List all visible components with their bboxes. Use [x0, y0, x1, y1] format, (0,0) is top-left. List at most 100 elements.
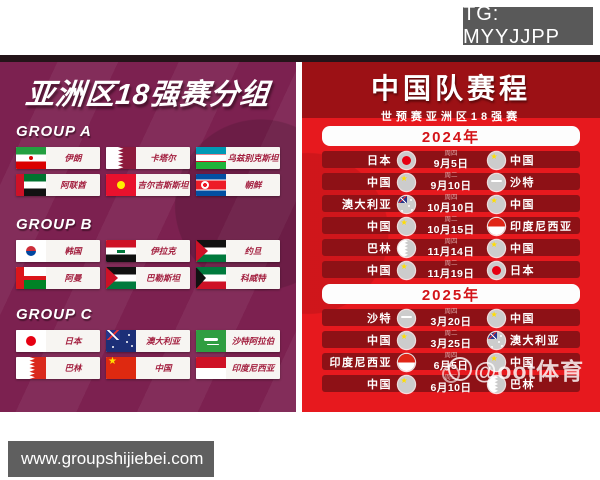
year-header: 2024年 — [322, 126, 580, 146]
date-label: 3月20日 — [430, 315, 472, 328]
team-pill: 澳大利亚 — [106, 330, 190, 352]
indonesia-flag-icon — [487, 217, 505, 235]
weekday-label: 周四 — [444, 150, 458, 157]
away-team-name: 巴林 — [510, 379, 535, 391]
date-label: 9月10日 — [430, 179, 472, 192]
japan-flag-icon — [487, 261, 505, 279]
tg-badge: TG: MYYJJPP — [463, 3, 593, 48]
team-name: 伊拉克 — [150, 246, 176, 256]
china-flag-icon — [487, 239, 505, 257]
weekday-label: 周二 — [444, 216, 458, 223]
match-date: 周二 11月19日 — [420, 260, 482, 280]
japan-flag-icon — [397, 151, 415, 169]
australia-flag-icon — [487, 331, 505, 349]
south-korea-flag-icon — [16, 240, 46, 262]
weekday-label: 周二 — [444, 374, 458, 381]
home-team-name: 澳大利亚 — [342, 199, 392, 211]
weekday-label: 周四 — [444, 352, 458, 359]
group-block: GROUP B 韩国 伊拉克 约旦阿曼 巴勒斯坦 科威特 — [16, 216, 280, 289]
uzbekistan-flag-icon — [196, 147, 226, 169]
indonesia-flag-icon — [196, 357, 226, 379]
team-name: 阿联酋 — [60, 180, 86, 190]
china-flag-icon — [397, 261, 415, 279]
away-team-name: 沙特 — [510, 177, 535, 189]
team-name: 中国 — [154, 363, 172, 373]
schedule-panel: 中国队赛程 世预赛亚洲区18强赛 2024年日本周四9月5日中国中国周二9月10… — [302, 55, 600, 412]
schedule-header-band: 中国队赛程 世预赛亚洲区18强赛 — [302, 62, 600, 123]
group-label: GROUP C — [16, 306, 93, 323]
team-pill: 韩国 — [16, 240, 100, 262]
weekday-label: 周二 — [444, 330, 458, 337]
away-team-name: 澳大利亚 — [510, 335, 560, 347]
team-pill: 中国 — [106, 357, 190, 379]
team-name: 乌兹别克斯坦 — [227, 153, 279, 163]
china-flag-icon — [487, 353, 505, 371]
team-name: 巴林 — [64, 363, 82, 373]
match-date: 周二 3月25日 — [420, 330, 482, 349]
palestine-flag-icon — [106, 267, 136, 289]
year-header: 2025年 — [322, 284, 580, 304]
china-flag-icon — [397, 217, 415, 235]
saudi-flag-icon — [487, 173, 505, 191]
group-label: GROUP A — [16, 123, 92, 140]
team-pill: 朝鲜 — [196, 174, 280, 196]
kyrgyzstan-flag-icon — [106, 174, 136, 196]
weekday-label: 周四 — [444, 194, 458, 201]
team-name: 伊朗 — [64, 153, 82, 163]
team-name: 巴勒斯坦 — [145, 273, 180, 283]
match-date: 周四 9月5日 — [420, 150, 482, 169]
away-team-name: 中国 — [510, 243, 535, 255]
team-name: 阿曼 — [64, 273, 82, 283]
china-flag-icon — [487, 195, 505, 213]
date-label: 11月19日 — [427, 267, 475, 280]
team-name: 科威特 — [240, 273, 266, 283]
team-pill: 巴林 — [16, 357, 100, 379]
match-date: 周二 10月15日 — [420, 216, 482, 236]
group-grid: 伊朗 卡塔尔 乌兹别克斯坦 阿联酋 吉尔吉斯斯坦 朝鲜 — [16, 147, 280, 196]
date-label: 6月10日 — [430, 381, 472, 394]
team-name: 吉尔吉斯斯坦 — [137, 180, 189, 190]
weekday-label: 周四 — [444, 238, 458, 245]
team-pill: 科威特 — [196, 267, 280, 289]
team-name: 约旦 — [244, 246, 262, 256]
bahrain-flag-icon — [397, 239, 415, 257]
team-name: 朝鲜 — [244, 180, 262, 190]
schedule-container: 2024年日本周四9月5日中国中国周二9月10日沙特澳大利亚周四10月10日中国… — [302, 118, 600, 394]
australia-flag-icon — [397, 195, 415, 213]
jordan-flag-icon — [196, 240, 226, 262]
north-korea-flag-icon — [196, 174, 226, 196]
home-team-name: 日本 — [367, 155, 392, 167]
home-team-name: 巴林 — [367, 243, 392, 255]
away-team-name: 中国 — [510, 199, 535, 211]
group-label: GROUP B — [16, 216, 93, 233]
away-team-name: 印度尼西亚 — [510, 221, 573, 233]
china-flag-icon — [487, 151, 505, 169]
match-date: 周二 9月10日 — [420, 172, 482, 192]
date-label: 10月15日 — [427, 223, 475, 236]
match-date: 周四 3月20日 — [420, 308, 482, 328]
team-pill: 伊拉克 — [106, 240, 190, 262]
home-team-name: 中国 — [367, 335, 392, 347]
schedule-title: 中国队赛程 — [370, 73, 531, 104]
bahrain-flag-icon — [16, 357, 46, 379]
team-pill: 阿联酋 — [16, 174, 100, 196]
date-label: 10月10日 — [427, 201, 475, 214]
team-name: 日本 — [64, 336, 82, 346]
team-name: 沙特阿拉伯 — [231, 336, 275, 346]
group-grid: 韩国 伊拉克 约旦阿曼 巴勒斯坦 科威特 — [16, 240, 280, 289]
team-pill: 乌兹别克斯坦 — [196, 147, 280, 169]
away-team-name: 中国 — [510, 357, 535, 369]
team-pill: 吉尔吉斯斯坦 — [106, 174, 190, 196]
away-team-name: 中国 — [510, 155, 535, 167]
australia-flag-icon — [106, 330, 136, 352]
